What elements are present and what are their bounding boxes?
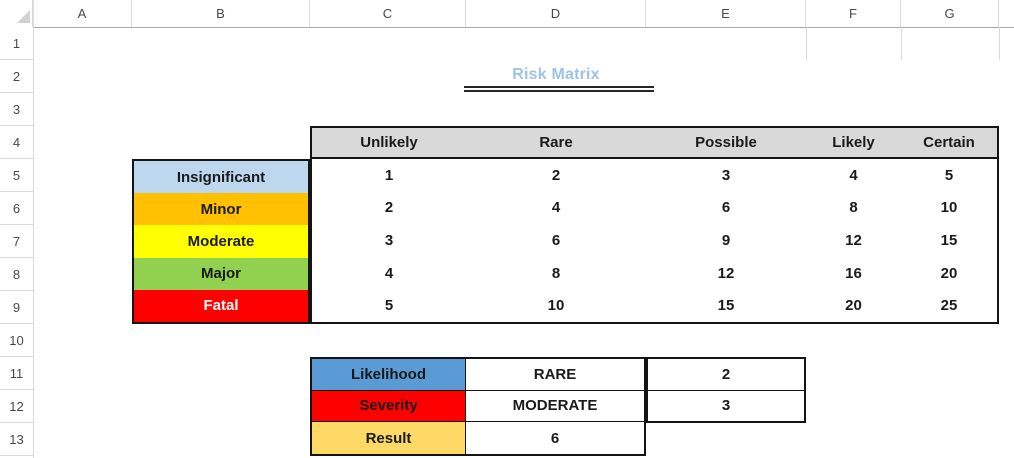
row-header-5[interactable]: 5 xyxy=(0,159,33,192)
result-label-likelihood[interactable]: Likelihood xyxy=(312,359,466,391)
gridline xyxy=(999,27,1000,60)
matrix-cell-r3c1[interactable]: 3 xyxy=(384,231,394,249)
sheet-title-cell[interactable]: Risk Matrix xyxy=(466,60,646,90)
row-header-2[interactable]: 2 xyxy=(0,60,33,93)
row-header-1[interactable]: 1 xyxy=(0,27,33,60)
column-header-b[interactable]: B xyxy=(132,0,310,27)
column-header-g[interactable]: G xyxy=(901,0,999,27)
column-header-a[interactable]: A xyxy=(33,0,132,27)
matrix-label-fatal[interactable]: Fatal xyxy=(134,289,308,323)
matrix-header-unlikely[interactable]: Unlikely xyxy=(360,134,418,151)
row-header-11[interactable]: 11 xyxy=(0,357,33,390)
matrix-cell-r2c4[interactable]: 8 xyxy=(849,199,858,217)
title-double-underline xyxy=(464,86,654,92)
matrix-cell-r5c3[interactable]: 15 xyxy=(717,297,735,315)
matrix-row-labels: Insignificant Minor Moderate Major Fatal xyxy=(132,159,310,324)
result-label-result[interactable]: Result xyxy=(312,422,466,454)
matrix-cell-r3c4[interactable]: 12 xyxy=(845,231,862,249)
matrix-cell-r4c5[interactable]: 20 xyxy=(940,264,958,282)
matrix-header-possible[interactable]: Possible xyxy=(695,134,757,151)
result-table: Likelihood RARE Severity MODERATE Result… xyxy=(310,357,646,456)
column-header-c[interactable]: C xyxy=(310,0,466,27)
matrix-label-insignificant[interactable]: Insignificant xyxy=(134,161,308,194)
matrix-label-moderate[interactable]: Moderate xyxy=(134,225,308,258)
matrix-cell-r1c2[interactable]: 2 xyxy=(551,166,561,184)
row-header-13[interactable]: 13 xyxy=(0,423,33,456)
matrix-cell-r5c2[interactable]: 10 xyxy=(547,297,565,315)
matrix-header-row: Unlikely Rare Possible Likely Certain xyxy=(310,126,999,159)
matrix-values-grid: 1 2 3 4 5 2 4 6 8 10 3 6 9 12 15 4 8 12 … xyxy=(310,159,999,324)
matrix-cell-r1c4[interactable]: 4 xyxy=(849,166,858,184)
matrix-cell-r5c4[interactable]: 20 xyxy=(845,297,862,315)
result-value-severity[interactable]: MODERATE xyxy=(466,391,644,423)
column-header-divider xyxy=(0,27,1014,28)
gridline xyxy=(901,27,902,60)
matrix-cell-r4c3[interactable]: 12 xyxy=(717,264,735,282)
row-header-12[interactable]: 12 xyxy=(0,390,33,423)
row-header-4[interactable]: 4 xyxy=(0,126,33,159)
column-header-f[interactable]: F xyxy=(806,0,901,27)
result-value-likelihood[interactable]: RARE xyxy=(466,359,644,391)
matrix-cell-r3c2[interactable]: 6 xyxy=(551,231,561,249)
matrix-cell-r5c5[interactable]: 25 xyxy=(940,297,958,315)
score-likelihood[interactable]: 2 xyxy=(648,359,804,391)
matrix-header-likely[interactable]: Likely xyxy=(832,134,875,151)
row-header-7[interactable]: 7 xyxy=(0,225,33,258)
row-header-6[interactable]: 6 xyxy=(0,192,33,225)
matrix-cell-r4c1[interactable]: 4 xyxy=(384,264,394,282)
matrix-label-major[interactable]: Major xyxy=(134,257,308,290)
matrix-cell-r5c1[interactable]: 5 xyxy=(384,297,394,315)
matrix-cell-r2c2[interactable]: 4 xyxy=(551,199,561,217)
row-header-8[interactable]: 8 xyxy=(0,258,33,291)
matrix-cell-r1c1[interactable]: 1 xyxy=(384,166,394,184)
select-all-corner[interactable] xyxy=(0,0,33,27)
matrix-cell-r4c4[interactable]: 16 xyxy=(845,264,862,282)
sheet-title: Risk Matrix xyxy=(512,66,600,83)
matrix-label-minor[interactable]: Minor xyxy=(134,193,308,226)
matrix-cell-r2c3[interactable]: 6 xyxy=(721,199,731,217)
matrix-cell-r3c3[interactable]: 9 xyxy=(721,231,731,249)
row-header-9[interactable]: 9 xyxy=(0,291,33,324)
matrix-cell-r1c3[interactable]: 3 xyxy=(721,166,731,184)
select-all-triangle-icon xyxy=(17,10,30,23)
matrix-cell-r1c5[interactable]: 5 xyxy=(944,166,954,184)
row-header-3[interactable]: 3 xyxy=(0,93,33,126)
score-box: 2 3 xyxy=(646,357,806,423)
score-severity[interactable]: 3 xyxy=(721,397,731,415)
matrix-header-certain[interactable]: Certain xyxy=(923,134,975,151)
result-value-result[interactable]: 6 xyxy=(550,429,560,447)
matrix-cell-r2c1[interactable]: 2 xyxy=(384,199,394,217)
matrix-header-rare[interactable]: Rare xyxy=(539,134,573,151)
column-header-d[interactable]: D xyxy=(466,0,646,27)
matrix-cell-r3c5[interactable]: 15 xyxy=(940,231,958,249)
result-label-severity[interactable]: Severity xyxy=(312,390,466,423)
matrix-cell-r4c2[interactable]: 8 xyxy=(551,264,561,282)
gridline xyxy=(806,27,807,60)
row-header-divider xyxy=(33,0,34,458)
matrix-cell-r2c5[interactable]: 10 xyxy=(940,199,958,217)
row-header-10[interactable]: 10 xyxy=(0,324,33,357)
column-header-e[interactable]: E xyxy=(646,0,806,27)
